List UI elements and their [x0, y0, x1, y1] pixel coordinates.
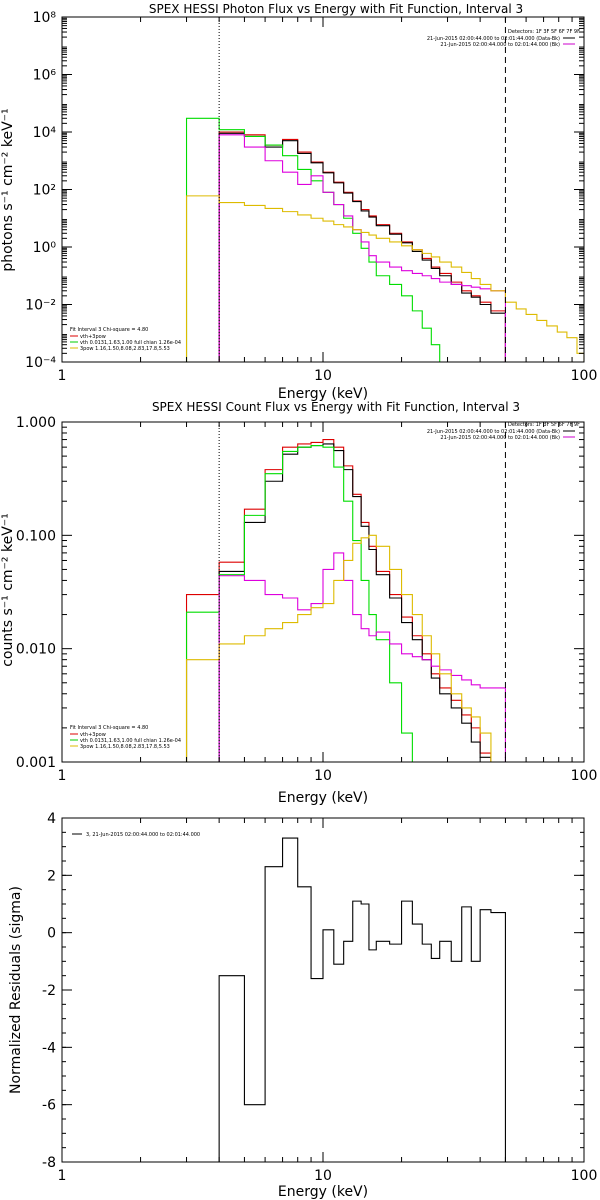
- count-flux-plot-area: 1 10 100 0.001 0.010 0.100 1.000: [16, 415, 597, 784]
- photon-flux-ylabel: photons s⁻¹ cm⁻² keV⁻¹: [0, 108, 16, 271]
- count-flux-x-tick-label: 100: [571, 768, 598, 784]
- count-flux-x-tick-label: 1: [58, 768, 67, 784]
- photon-flux-fit-line-0: vth+3pow: [80, 334, 106, 340]
- count-flux-fit-line-2: 3pow 1.16,1.50,8.08,2.83,17.8,5.53: [80, 744, 170, 750]
- residuals-y-tick-label: -2: [42, 983, 56, 999]
- photon-flux-x-tick-label: 1: [58, 368, 67, 384]
- count-flux-title: SPEX HESSI Count Flux vs Energy with Fit…: [152, 400, 520, 414]
- count-flux-panel: SPEX HESSI Count Flux vs Energy with Fit…: [0, 400, 597, 806]
- photon-flux-time-legend: 21-Jun-2015 02:00:44.000 to 02:01:44.000…: [427, 36, 560, 48]
- photon-flux-fit-info: Fit Interval 3 Chi-square = 4.80 vth+3po…: [70, 327, 181, 352]
- count-flux-time-line-0: 21-Jun-2015 02:00:44.000 to 02:01:44.000…: [427, 429, 560, 435]
- residuals-y-tick-label: 0: [47, 926, 56, 942]
- photon-flux-series-group: [185, 117, 584, 362]
- photon-flux-series-3: [218, 134, 506, 362]
- count-flux-x-tick-label: 10: [314, 768, 332, 784]
- photon-flux-panel: SPEX HESSI Photon Flux vs Energy with Fi…: [0, 2, 597, 402]
- residuals-y-tick-label: -8: [42, 1155, 56, 1171]
- count-flux-series-2: [185, 444, 413, 762]
- photon-flux-x-tick-label: 100: [571, 368, 598, 384]
- photon-flux-y-tick-label: 10⁰: [33, 240, 57, 256]
- photon-flux-y-tick-label: 10⁻²: [25, 298, 56, 314]
- photon-flux-time-line-1: 21-Jun-2015 02:00:44.000 to 02:01:44.000…: [440, 42, 560, 48]
- photon-flux-y-tick-label: 10⁴: [33, 125, 57, 141]
- residuals-y-tick-label: -6: [42, 1098, 56, 1114]
- photon-flux-y-tick-label: 10²: [33, 183, 56, 199]
- photon-flux-y-tick-label: 10⁸: [33, 10, 57, 26]
- residuals-legend: 3, 21-Jun-2015 02:00:44.000 to 02:01:44.…: [72, 832, 200, 838]
- count-flux-detectors: Detectors: 1F 3F 5F 6F 7F 9F: [508, 422, 580, 428]
- count-flux-y-tick-label: 0.100: [16, 528, 56, 544]
- count-flux-y-tick-label: 0.001: [16, 755, 56, 771]
- residuals-y-tick-label: 2: [47, 868, 56, 884]
- photon-flux-time-line-0: 21-Jun-2015 02:00:44.000 to 02:01:44.000…: [427, 36, 560, 42]
- photon-flux-y-tick-label: 10⁻⁴: [25, 355, 56, 371]
- residuals-x-tick-label: 1: [58, 1168, 67, 1184]
- count-flux-fit-header: Fit Interval 3 Chi-square = 4.80: [70, 725, 148, 731]
- residuals-y-tick-label: -4: [42, 1040, 56, 1056]
- photon-flux-y-tick-label: 10⁶: [33, 68, 57, 84]
- count-flux-time-legend: 21-Jun-2015 02:00:44.000 to 02:01:44.000…: [427, 429, 560, 441]
- count-flux-time-line-1: 21-Jun-2015 02:00:44.000 to 02:01:44.000…: [440, 435, 560, 441]
- photon-flux-series-1: [218, 132, 506, 362]
- count-flux-fit-line-0: vth+3pow: [80, 732, 106, 738]
- photon-flux-fit-line-1: vth 0.0131,1.63,1.00 full chian 1.26e-04: [80, 340, 181, 346]
- residuals-legend-text: 3, 21-Jun-2015 02:00:44.000 to 02:01:44.…: [86, 832, 200, 838]
- count-flux-y-tick-label: 1.000: [16, 415, 56, 431]
- residuals-x-tick-label: 100: [571, 1168, 598, 1184]
- photon-flux-series-4: [185, 195, 584, 362]
- residuals-x-tick-label: 10: [314, 1168, 332, 1184]
- residuals-series-group: [218, 837, 506, 1162]
- residuals-ylabel: Normalized Residuals (sigma): [8, 886, 24, 1094]
- count-flux-series-group: [185, 439, 506, 762]
- residuals-y-tick-label: 4: [47, 811, 56, 827]
- count-flux-y-tick-label: 0.010: [16, 642, 56, 658]
- photon-flux-fit-header: Fit Interval 3 Chi-square = 4.80: [70, 327, 148, 333]
- residuals-panel: Energy (keV) Normalized Residuals (sigma…: [8, 811, 597, 1200]
- count-flux-series-4: [185, 534, 506, 762]
- photon-flux-title: SPEX HESSI Photon Flux vs Energy with Fi…: [149, 2, 523, 16]
- count-flux-series-3: [218, 552, 506, 762]
- photon-flux-xlabel: Energy (keV): [278, 386, 368, 402]
- photon-flux-x-tick-label: 10: [314, 368, 332, 384]
- photon-flux-detectors: Detectors: 1F 3F 5F 6F 7F 9F: [508, 29, 580, 35]
- count-flux-fit-info: Fit Interval 3 Chi-square = 4.80 vth+3po…: [70, 725, 181, 750]
- count-flux-fit-line-1: vth 0.0131,1.63,1.00 full chian 1.26e-04: [80, 738, 181, 744]
- count-flux-ylabel: counts s⁻¹ cm⁻² keV⁻¹: [0, 513, 16, 667]
- count-flux-xlabel: Energy (keV): [278, 790, 368, 806]
- photon-flux-plot-area: 1 10 100 10⁻⁴ 10⁻² 10⁰ 10² 10⁴ 10⁶ 10⁸: [25, 10, 597, 384]
- residuals-xlabel: Energy (keV): [278, 1184, 368, 1200]
- residuals-series-0: [218, 837, 506, 1162]
- residuals-plot-area: 1 10 100 -8 -6 -4 -2 0 2 4: [42, 811, 597, 1184]
- photon-flux-fit-line-2: 3pow 1.16,1.50,8.08,2.83,17.8,5.53: [80, 346, 170, 352]
